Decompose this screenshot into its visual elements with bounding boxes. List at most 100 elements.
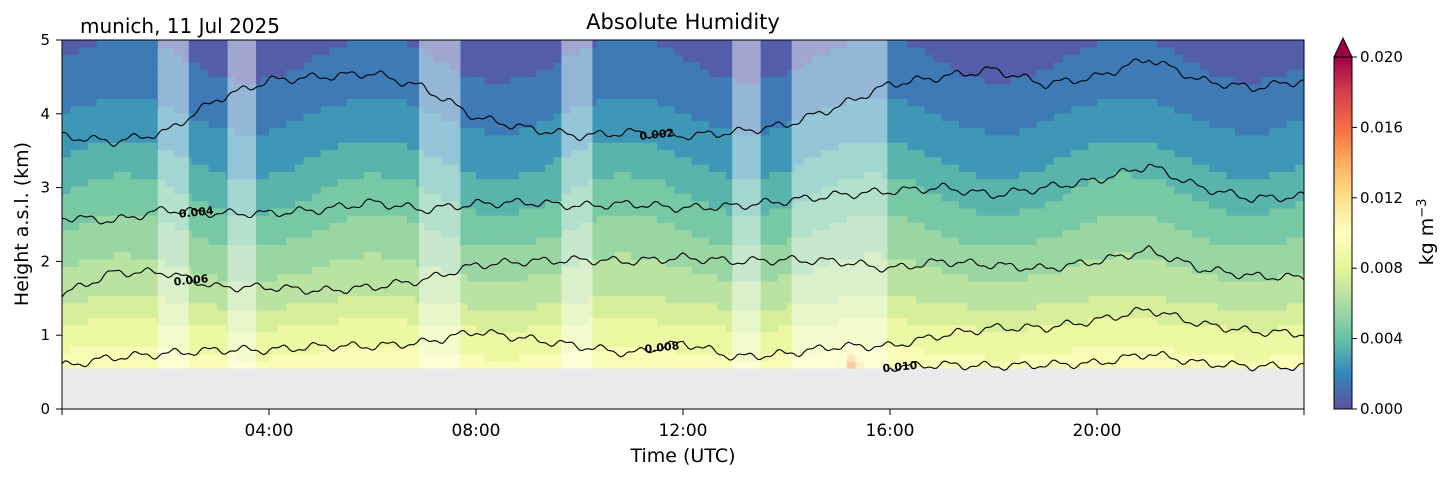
field-cell — [795, 353, 805, 362]
field-cell — [113, 361, 123, 370]
field-cell — [87, 98, 98, 107]
field-cell — [622, 47, 632, 56]
field-cell — [588, 178, 598, 187]
field-cell — [355, 54, 365, 63]
field-cell — [105, 83, 115, 92]
field-cell — [338, 310, 348, 318]
field-cell — [225, 353, 236, 362]
field-cell — [381, 142, 391, 151]
field-cell — [829, 339, 839, 348]
field-cell — [208, 112, 218, 121]
field-cell — [243, 266, 253, 275]
field-cell — [458, 346, 468, 355]
field-cell — [691, 171, 701, 180]
field-cell — [821, 324, 831, 333]
field-cell — [769, 324, 779, 333]
field-cell — [691, 273, 701, 282]
field-cell — [70, 47, 80, 56]
field-cell — [864, 120, 874, 129]
field-cell — [62, 280, 72, 289]
field-cell — [122, 193, 132, 202]
field-cell — [941, 112, 951, 121]
field-cell — [984, 266, 995, 275]
field-cell — [683, 54, 693, 63]
field-cell — [760, 237, 770, 245]
field-cell — [881, 295, 891, 304]
field-cell — [752, 164, 762, 172]
field-cell — [812, 54, 822, 63]
field-cell — [855, 76, 865, 85]
field-cell — [467, 171, 477, 180]
field-cell — [1010, 346, 1020, 355]
field-cell — [553, 69, 563, 78]
field-cell — [174, 339, 184, 348]
field-cell — [320, 98, 330, 107]
field-cell — [476, 288, 486, 297]
field-cell — [131, 229, 141, 238]
field-cell — [467, 339, 477, 348]
field-cell — [890, 273, 900, 282]
field-cell — [648, 207, 658, 216]
field-cell — [700, 98, 710, 107]
field-cell — [450, 112, 460, 121]
field-cell — [708, 273, 719, 282]
field-cell — [225, 237, 236, 245]
field-cell — [795, 185, 805, 194]
field-cell — [855, 251, 865, 260]
field-cell — [708, 164, 719, 172]
field-cell — [450, 40, 460, 48]
field-cell — [156, 105, 167, 114]
field-cell — [622, 185, 632, 194]
field-cell — [200, 346, 210, 355]
field-cell — [148, 295, 158, 304]
field-cell — [648, 353, 658, 362]
field-cell — [890, 215, 900, 224]
field-cell — [950, 361, 960, 370]
field-cell — [269, 76, 279, 85]
field-cell — [476, 112, 486, 121]
field-cell — [777, 310, 788, 318]
field-cell — [700, 134, 710, 143]
field-cell — [950, 258, 960, 267]
field-cell — [984, 295, 995, 304]
field-cell — [976, 156, 986, 165]
field-cell — [631, 120, 641, 129]
field-cell — [1002, 339, 1012, 348]
field-cell — [959, 83, 969, 92]
field-cell — [890, 346, 900, 355]
field-cell — [570, 222, 581, 231]
field-cell — [96, 164, 106, 172]
field-cell — [605, 302, 615, 311]
field-cell — [501, 237, 512, 245]
field-cell — [708, 120, 719, 129]
field-cell — [562, 331, 572, 340]
field-cell — [821, 164, 831, 172]
field-cell — [605, 244, 615, 253]
field-cell — [131, 288, 141, 297]
field-cell — [959, 207, 969, 216]
field-cell — [545, 353, 555, 362]
field-cell — [79, 200, 89, 209]
field-cell — [803, 310, 813, 318]
field-cell — [277, 98, 287, 107]
field-cell — [838, 215, 848, 224]
field-cell — [105, 295, 115, 304]
field-cell — [786, 331, 796, 340]
field-cell — [372, 324, 382, 333]
field-cell — [984, 127, 995, 136]
field-cell — [251, 229, 261, 238]
field-cell — [743, 178, 753, 187]
field-cell — [950, 83, 960, 92]
field-cell — [536, 302, 546, 311]
field-cell — [208, 47, 218, 56]
field-cell — [726, 244, 736, 253]
field-cell — [62, 346, 72, 355]
field-cell — [165, 171, 175, 180]
field-cell — [536, 280, 546, 289]
field-cell — [424, 310, 434, 318]
field-cell — [234, 98, 244, 107]
field-cell — [562, 361, 572, 370]
field-cell — [182, 69, 192, 78]
field-cell — [131, 178, 141, 187]
field-cell — [131, 76, 141, 85]
